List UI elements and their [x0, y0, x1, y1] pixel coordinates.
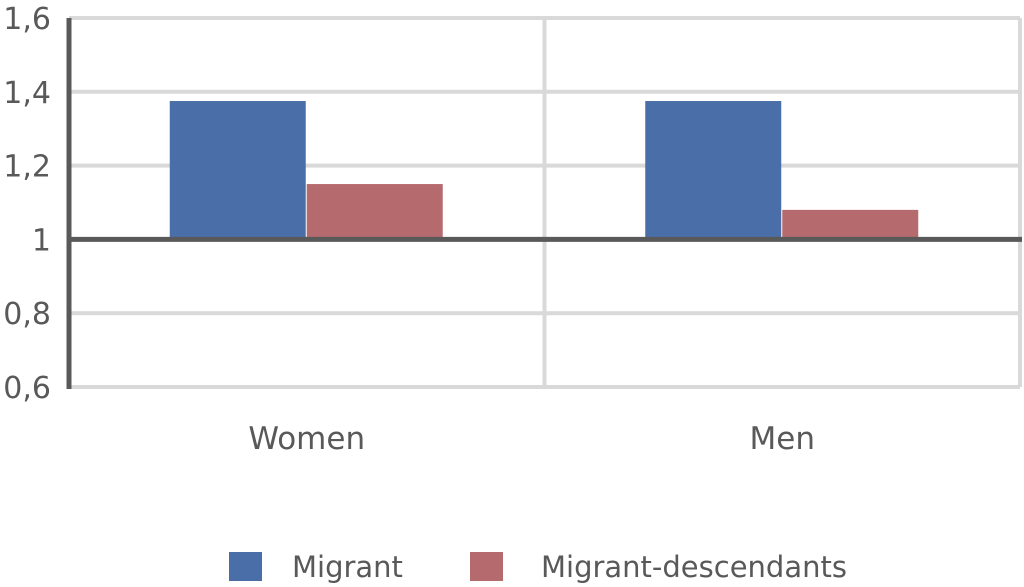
- legend-swatch-migrant-descendants: [470, 552, 503, 581]
- bar-women-migrant: [169, 101, 306, 240]
- legend: Migrant Migrant-descendants: [229, 550, 847, 584]
- bars: [169, 101, 919, 240]
- bar-women-migrant-descendants: [306, 184, 443, 240]
- y-tick-label: 0,8: [3, 297, 51, 332]
- bar-men-migrant-descendants: [782, 209, 919, 240]
- y-tick-label: 0,6: [3, 371, 51, 406]
- y-tick-labels: 0,6 0,8 1 1,2 1,4 1,6: [3, 2, 51, 406]
- category-label: Men: [750, 421, 815, 457]
- y-tick-label: 1,6: [3, 2, 51, 37]
- legend-label: Migrant-descendants: [541, 550, 847, 584]
- y-tick-label: 1,2: [3, 150, 51, 185]
- legend-swatch-migrant: [229, 552, 262, 581]
- category-label: Women: [248, 421, 365, 457]
- bar-men-migrant: [645, 101, 782, 240]
- category-labels: Women Men: [248, 421, 815, 457]
- y-tick-label: 1: [32, 223, 51, 258]
- legend-label: Migrant: [292, 550, 403, 584]
- axes: [66, 18, 1022, 389]
- y-tick-label: 1,4: [3, 76, 51, 111]
